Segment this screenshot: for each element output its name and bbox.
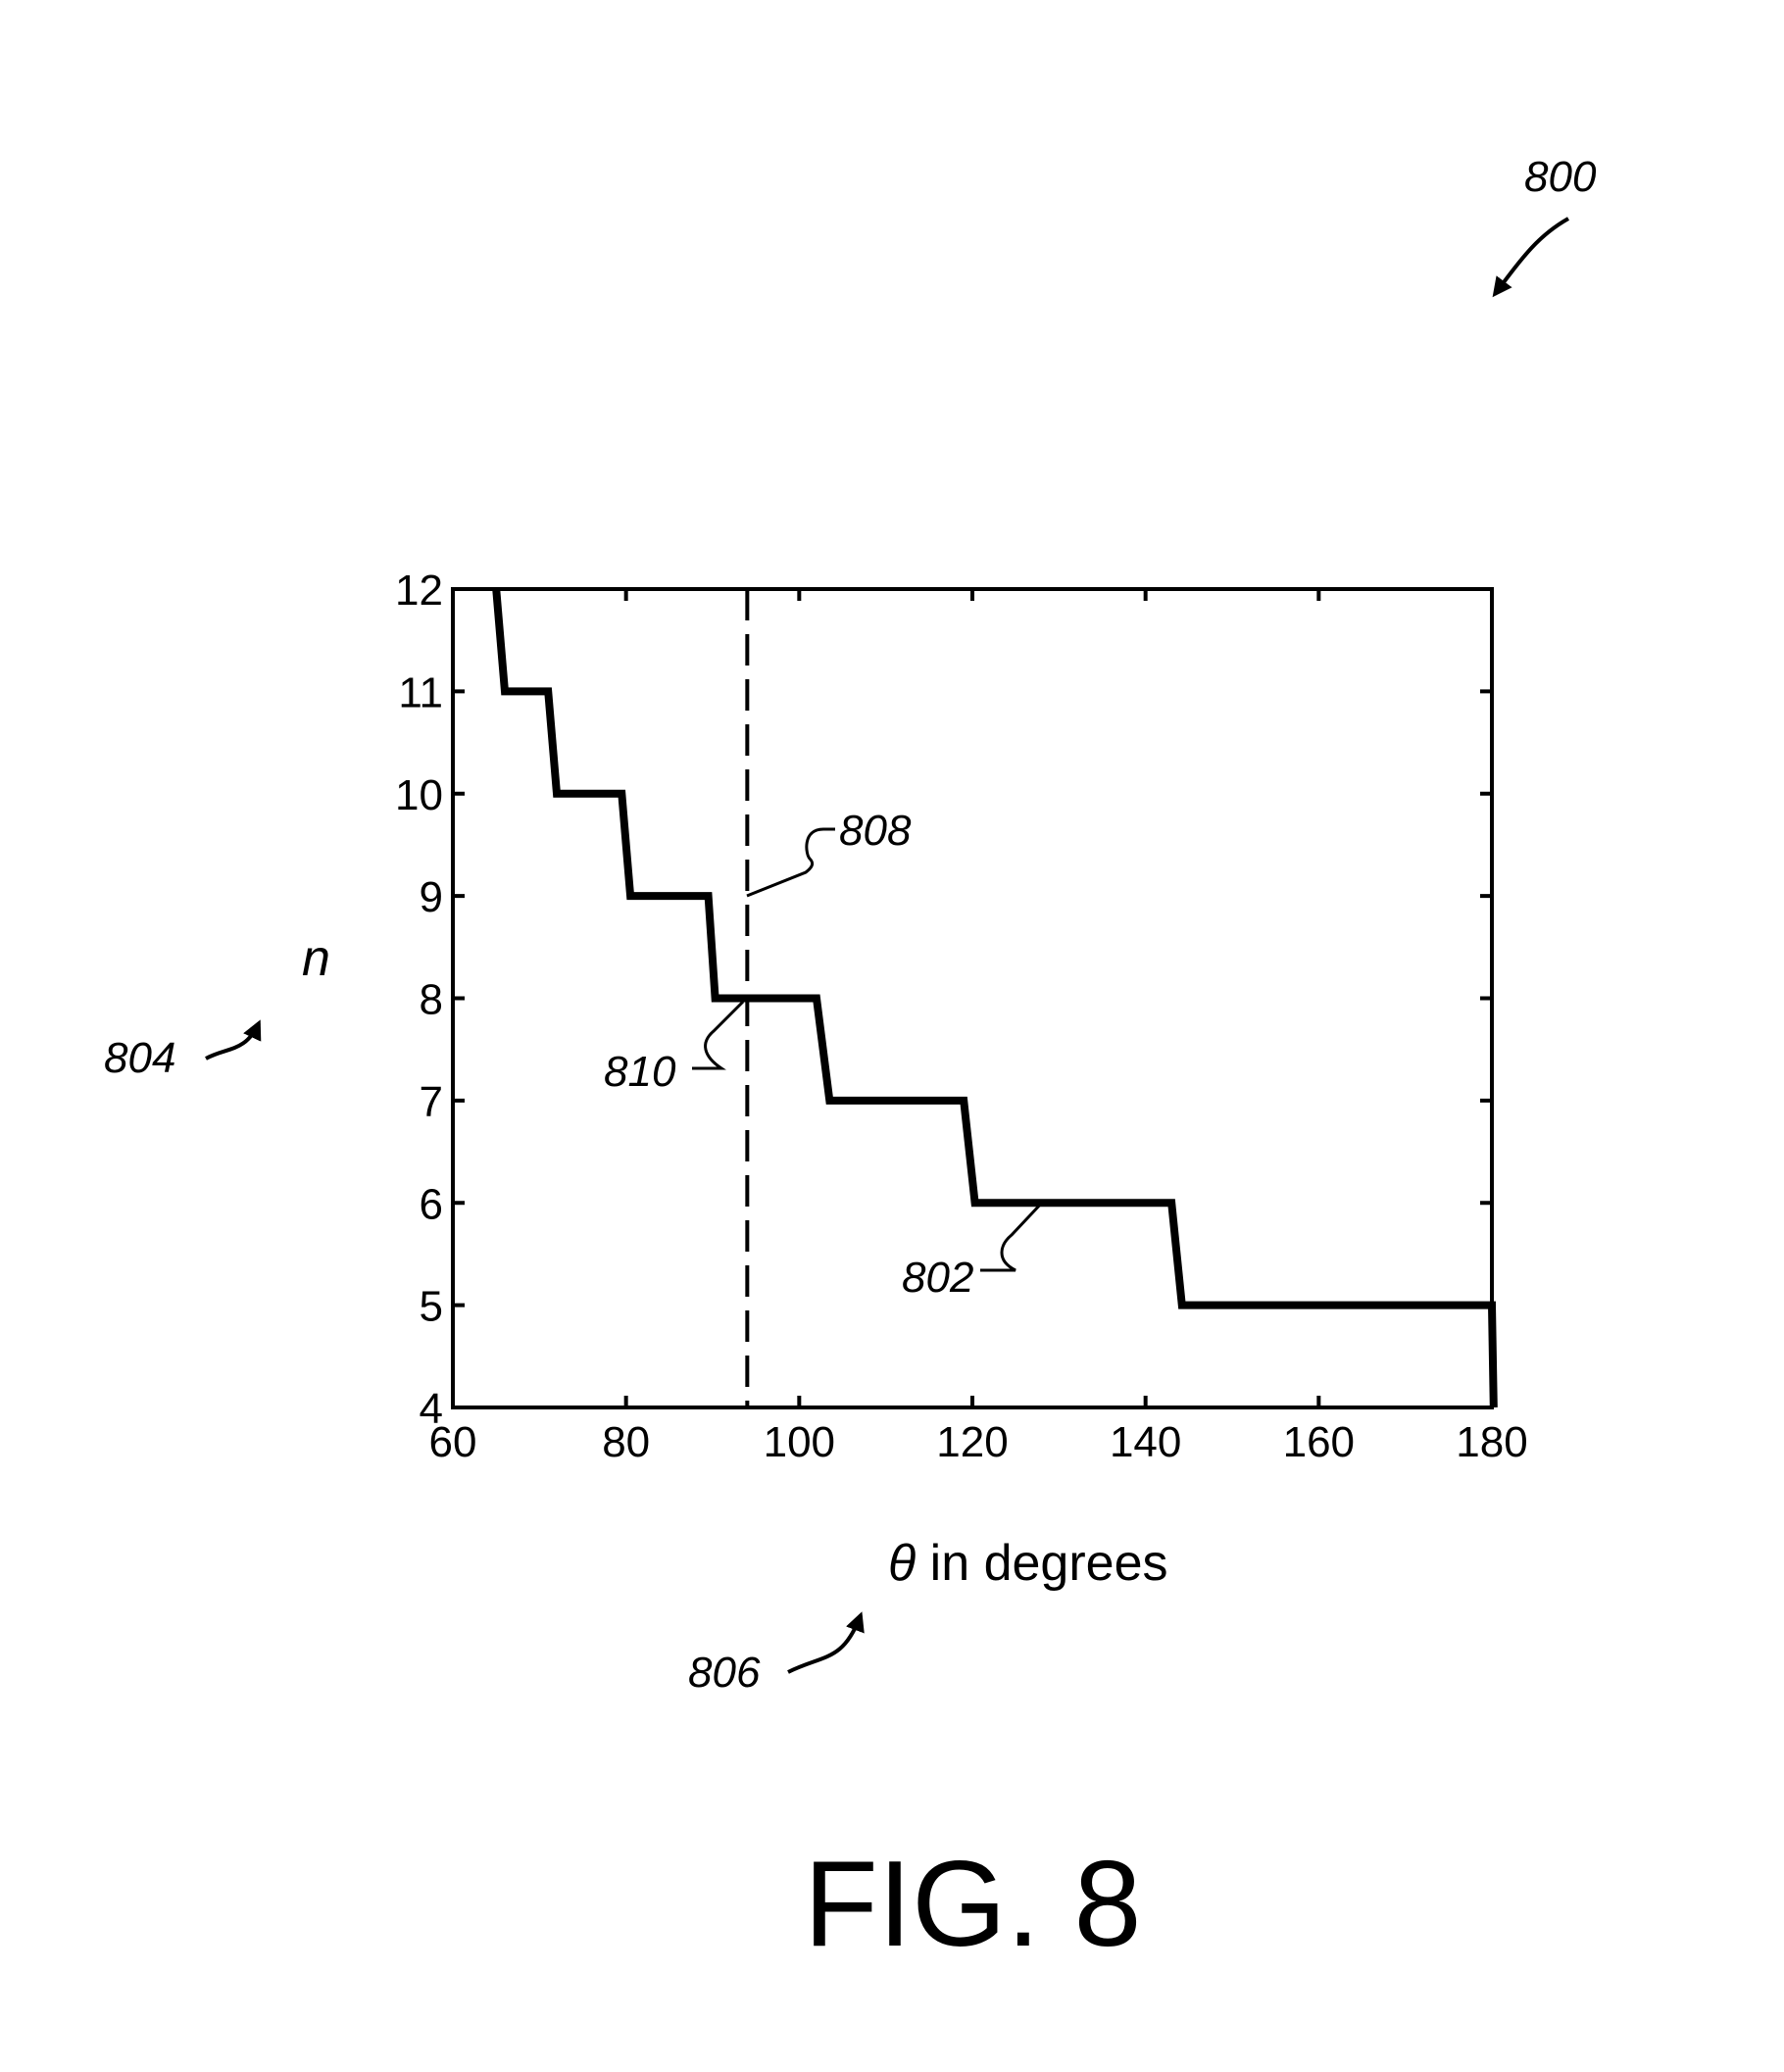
y-axis-label: n — [302, 930, 330, 987]
y-tick-label: 12 — [395, 567, 443, 615]
y-tick-label: 6 — [420, 1180, 443, 1228]
y-tick-label: 10 — [395, 771, 443, 819]
y-axis-reference-label: 804 — [104, 1034, 175, 1082]
x-tick-label: 100 — [764, 1418, 835, 1466]
step-curve — [496, 589, 1494, 1407]
curve-reference-label: 802 — [902, 1254, 973, 1302]
x-tick-label: 80 — [602, 1418, 650, 1466]
figure-reference-arrow — [1495, 219, 1568, 294]
x-axis-ticks: 6080100120140160180 — [429, 589, 1528, 1466]
y-tick-label: 7 — [420, 1078, 443, 1126]
x-tick-label: 140 — [1110, 1418, 1181, 1466]
intersection-reference-leader — [692, 1002, 743, 1068]
x-tick-label: 160 — [1283, 1418, 1355, 1466]
x-tick-label: 180 — [1456, 1418, 1527, 1466]
y-tick-label: 5 — [420, 1283, 443, 1331]
x-tick-label: 120 — [936, 1418, 1008, 1466]
x-axis-label-units: in degrees — [916, 1535, 1167, 1592]
y-tick-label: 4 — [420, 1385, 443, 1433]
x-axis-reference-arrow — [788, 1615, 861, 1672]
y-tick-label: 8 — [420, 976, 443, 1024]
x-axis-reference-label: 806 — [688, 1649, 761, 1697]
x-axis-label-theta: θ — [888, 1535, 916, 1592]
y-axis-reference-arrow — [206, 1023, 259, 1059]
dashed-line-reference-label: 808 — [839, 807, 912, 855]
figure-reference-label: 800 — [1524, 153, 1597, 201]
curve-reference-leader — [980, 1202, 1043, 1270]
x-axis-label: θ in degrees — [888, 1535, 1168, 1592]
figure-caption: FIG. 8 — [804, 1837, 1142, 1972]
y-tick-label: 11 — [398, 668, 443, 716]
intersection-reference-label: 810 — [604, 1048, 676, 1096]
dashed-line-reference-leader — [747, 829, 835, 896]
y-tick-label: 9 — [420, 873, 443, 921]
